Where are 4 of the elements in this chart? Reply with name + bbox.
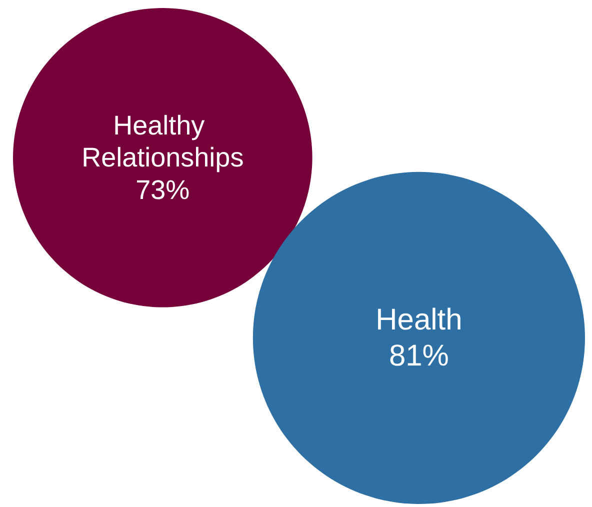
category-label: Health	[376, 304, 462, 337]
data-label: 81%	[388, 339, 449, 372]
category-label: Healthy Relationships	[82, 110, 244, 173]
data-label: 73%	[136, 174, 190, 205]
